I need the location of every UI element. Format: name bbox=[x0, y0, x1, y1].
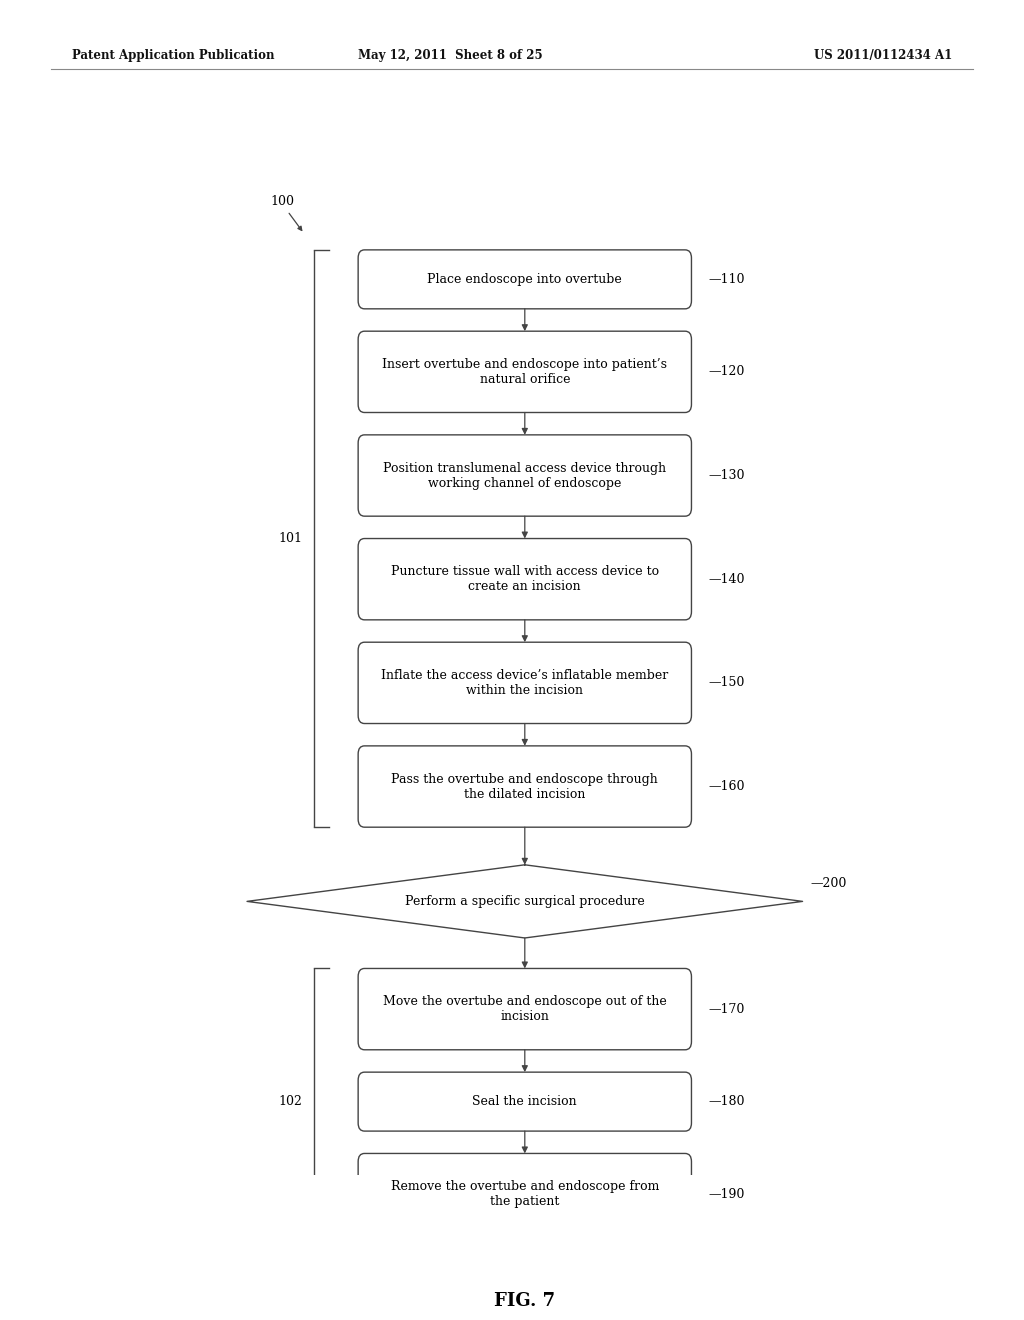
Text: —140: —140 bbox=[709, 573, 745, 586]
Text: Insert overtube and endoscope into patient’s
natural orifice: Insert overtube and endoscope into patie… bbox=[382, 358, 668, 385]
Text: Inflate the access device’s inflatable member
within the incision: Inflate the access device’s inflatable m… bbox=[381, 669, 669, 697]
Text: —110: —110 bbox=[709, 273, 745, 286]
FancyBboxPatch shape bbox=[358, 1154, 691, 1234]
Text: Pass the overtube and endoscope through
the dilated incision: Pass the overtube and endoscope through … bbox=[391, 772, 658, 800]
Text: —200: —200 bbox=[811, 876, 847, 890]
FancyBboxPatch shape bbox=[358, 331, 691, 412]
Text: Puncture tissue wall with access device to
create an incision: Puncture tissue wall with access device … bbox=[391, 565, 658, 593]
Text: Move the overtube and endoscope out of the
incision: Move the overtube and endoscope out of t… bbox=[383, 995, 667, 1023]
FancyBboxPatch shape bbox=[358, 1072, 691, 1131]
Text: 101: 101 bbox=[279, 532, 303, 545]
Text: 102: 102 bbox=[279, 1096, 303, 1107]
Text: Place endoscope into overtube: Place endoscope into overtube bbox=[427, 273, 623, 286]
FancyBboxPatch shape bbox=[358, 434, 691, 516]
FancyBboxPatch shape bbox=[358, 249, 691, 309]
Text: Perform a specific surgical procedure: Perform a specific surgical procedure bbox=[404, 895, 645, 908]
Text: —170: —170 bbox=[709, 1003, 745, 1015]
Text: May 12, 2011  Sheet 8 of 25: May 12, 2011 Sheet 8 of 25 bbox=[358, 49, 543, 62]
Text: Remove the overtube and endoscope from
the patient: Remove the overtube and endoscope from t… bbox=[390, 1180, 659, 1208]
Text: —180: —180 bbox=[709, 1096, 745, 1107]
Text: 100: 100 bbox=[270, 194, 295, 207]
FancyBboxPatch shape bbox=[358, 746, 691, 828]
Text: —130: —130 bbox=[709, 469, 745, 482]
Text: US 2011/0112434 A1: US 2011/0112434 A1 bbox=[814, 49, 952, 62]
Text: —160: —160 bbox=[709, 780, 745, 793]
Text: FIG. 7: FIG. 7 bbox=[495, 1292, 555, 1309]
Text: —150: —150 bbox=[709, 676, 745, 689]
FancyBboxPatch shape bbox=[358, 539, 691, 620]
Text: Seal the incision: Seal the incision bbox=[472, 1096, 578, 1107]
FancyBboxPatch shape bbox=[358, 643, 691, 723]
Text: Patent Application Publication: Patent Application Publication bbox=[72, 49, 274, 62]
Text: Position translumenal access device through
working channel of endoscope: Position translumenal access device thro… bbox=[383, 462, 667, 490]
FancyBboxPatch shape bbox=[358, 969, 691, 1049]
Text: —190: —190 bbox=[709, 1188, 745, 1201]
Text: —120: —120 bbox=[709, 366, 745, 379]
